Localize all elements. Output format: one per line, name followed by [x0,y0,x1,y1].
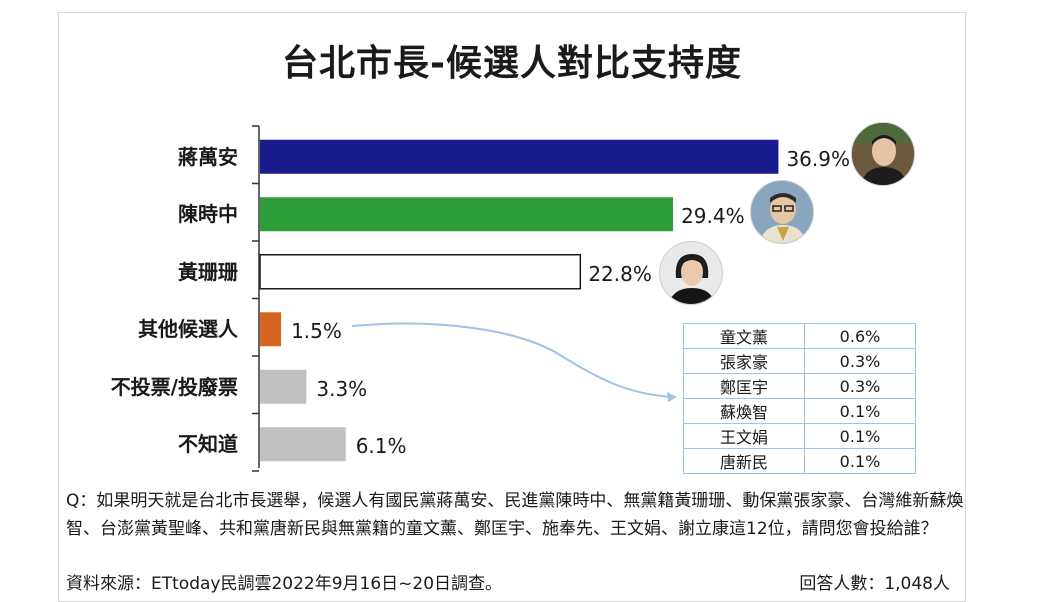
bar-5 [260,369,307,404]
category-label: 不投票/投廢票 [110,374,238,399]
others-name-cell: 蘇煥智 [683,398,805,424]
others-callout-arrowhead [667,392,677,402]
category-label: 黃珊珊 [178,259,238,284]
data-source: 資料來源：ETtoday民調雲2022年9月16日~20日調查。 [66,574,503,594]
category-label: 蔣萬安 [178,144,238,169]
others-name-cell: 王文娟 [683,423,805,449]
value-label: 29.4% [681,204,745,229]
others-value-cell: 0.1% [804,423,916,449]
category-label: 陳時中 [178,202,238,227]
category-label: 不知道 [178,432,238,457]
others-value-cell: 0.3% [804,348,916,374]
table-row: 張家豪 0.3% [683,348,916,374]
value-label: 3.3% [316,376,368,401]
others-value-cell: 0.1% [804,448,916,474]
table-row: 童文薰 0.6% [683,323,916,349]
table-row: 王文娟 0.1% [683,423,916,449]
category-label: 其他候選人 [138,317,238,342]
table-row: 鄭匡宇 0.3% [683,373,916,399]
avatar-candidate-1 [851,122,915,186]
value-label: 1.5% [291,319,342,344]
value-label: 36.9% [786,146,850,171]
bar-3 [259,254,582,290]
survey-question: Q：如果明天就是台北市長選舉，候選人有國民黨蔣萬安、民進黨陳時中、無黨籍黃珊珊、… [66,491,964,539]
others-value-cell: 0.1% [804,398,916,424]
bar-4 [260,312,282,347]
value-label: 6.1% [355,434,407,459]
avatar-candidate-2 [750,180,814,244]
others-name-cell: 童文薰 [683,323,805,349]
avatar-candidate-3 [659,241,723,305]
others-value-cell: 0.6% [804,323,916,349]
chart-title: 台北市長-候選人對比支持度 [282,43,742,84]
others-name-cell: 張家豪 [683,348,805,374]
others-name-cell: 唐新民 [683,448,805,474]
chart-card [58,12,966,602]
respondent-count: 回答人數：1,048人 [799,574,950,594]
table-row: 唐新民 0.1% [683,448,916,474]
others-value-cell: 0.3% [804,373,916,399]
bar-6 [260,427,346,462]
table-row: 蘇煥智 0.1% [683,398,916,424]
others-callout-arrow [351,322,676,398]
value-label: 22.8% [588,261,652,286]
others-name-cell: 鄭匡宇 [683,373,805,399]
others-breakdown-table: 童文薰 0.6% 張家豪 0.3% 鄭匡宇 0.3% 蘇煥智 0.1% 王文娟 0.1% 唐新民 0.… [683,323,916,474]
bar-2 [260,197,674,232]
bar-1 [260,139,779,174]
